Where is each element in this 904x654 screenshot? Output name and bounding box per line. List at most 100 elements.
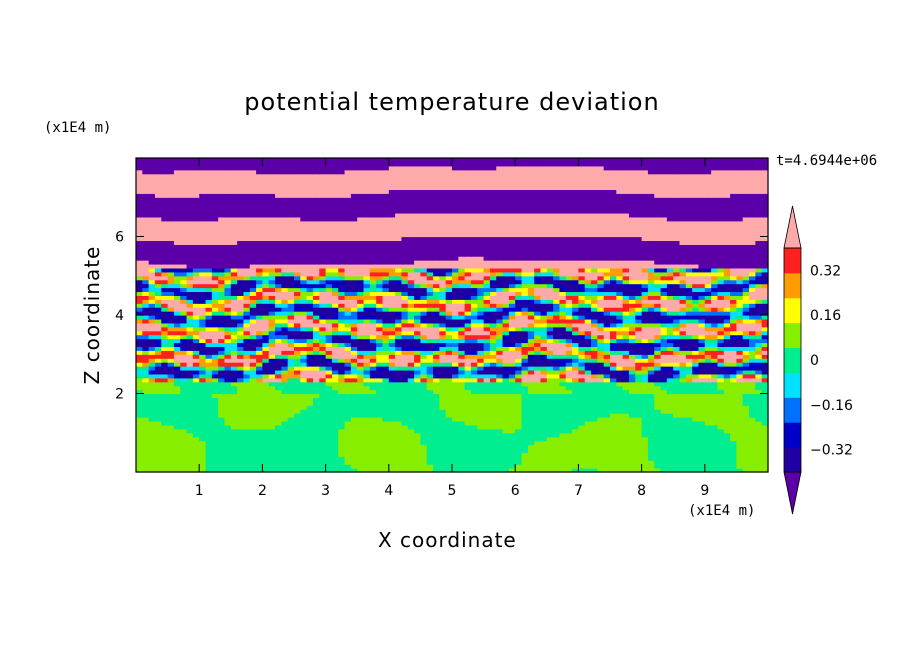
heatmap-cell	[249, 362, 257, 367]
heatmap-cell	[363, 456, 371, 461]
heatmap-cell	[230, 413, 238, 418]
heatmap-cell	[224, 440, 232, 446]
heatmap-cell	[148, 373, 156, 379]
heatmap-cell	[584, 456, 592, 461]
heatmap-cell	[673, 311, 681, 316]
heatmap-cell	[275, 436, 282, 442]
heatmap-cell	[319, 318, 327, 324]
heatmap-cell	[445, 362, 453, 367]
heatmap-cell	[344, 409, 352, 414]
heatmap-cell	[591, 460, 598, 465]
heatmap-cell	[685, 420, 693, 426]
heatmap-cell	[262, 334, 270, 340]
heatmap-cell	[306, 307, 314, 312]
heatmap-cell	[546, 311, 554, 316]
heatmap-cell	[173, 373, 181, 379]
heatmap-cell	[452, 362, 459, 367]
heatmap-cell	[256, 401, 263, 406]
heatmap-cell	[376, 381, 384, 387]
heatmap-cell	[654, 322, 662, 328]
heatmap-cell	[344, 295, 352, 300]
heatmap-cell	[578, 275, 586, 281]
heatmap-cell	[180, 275, 188, 281]
heatmap-cell	[660, 420, 668, 426]
heatmap-cell	[711, 315, 719, 320]
heatmap-cell	[230, 303, 238, 308]
heatmap-cell	[199, 322, 207, 328]
heatmap-cell	[477, 303, 485, 308]
heatmap-cell	[186, 362, 194, 367]
heatmap-cell	[641, 381, 649, 387]
heatmap-cell	[401, 424, 409, 430]
heatmap-cell	[458, 444, 466, 450]
heatmap-cell	[546, 303, 554, 308]
heatmap-cell	[502, 448, 510, 453]
heatmap-cell	[584, 460, 592, 465]
heatmap-cell	[692, 318, 700, 324]
heatmap-cell	[433, 369, 440, 375]
heatmap-cell	[546, 377, 554, 383]
heatmap-cell	[692, 291, 700, 296]
heatmap-cell	[388, 330, 396, 336]
heatmap-cell	[452, 358, 459, 363]
heatmap-cell	[262, 283, 270, 289]
heatmap-cell	[401, 315, 409, 320]
heatmap-cell	[338, 432, 346, 438]
heatmap-cell	[679, 452, 687, 457]
heatmap-cell	[287, 413, 295, 418]
heatmap-cell	[407, 464, 415, 469]
heatmap-cell	[647, 318, 655, 324]
heatmap-cell	[363, 397, 371, 402]
heatmap-cell	[426, 299, 434, 304]
heatmap-cell	[325, 381, 333, 387]
heatmap-cell	[401, 452, 409, 457]
heatmap-cell	[723, 358, 731, 363]
heatmap-cell	[584, 362, 592, 367]
heatmap-cell	[281, 444, 289, 450]
heatmap-cell	[224, 354, 232, 359]
heatmap-cell	[730, 409, 737, 414]
heatmap-cell	[679, 409, 687, 414]
heatmap-cell	[243, 377, 251, 383]
heatmap-cell	[660, 338, 668, 344]
heatmap-cell	[344, 326, 352, 332]
heatmap-cell	[723, 468, 731, 473]
heatmap-cell	[572, 295, 579, 300]
heatmap-cell	[496, 366, 504, 371]
heatmap-cell	[382, 464, 390, 469]
heatmap-cell	[597, 432, 605, 438]
heatmap-cell	[205, 405, 213, 410]
heatmap-cell	[414, 299, 421, 304]
heatmap-cell	[256, 456, 263, 461]
heatmap-cell	[489, 424, 497, 430]
heatmap-cell	[192, 354, 200, 359]
heatmap-cell	[268, 369, 276, 375]
heatmap-cell	[376, 397, 384, 402]
heatmap-cell	[470, 369, 478, 375]
heatmap-cell	[496, 295, 504, 300]
heatmap-cell	[331, 385, 339, 391]
heatmap-cell	[470, 350, 478, 355]
heatmap-cell	[578, 287, 586, 293]
heatmap-cell	[142, 424, 150, 430]
heatmap-cell	[357, 358, 365, 363]
heatmap-cell	[395, 350, 403, 355]
heatmap-cell	[597, 381, 605, 387]
heatmap-cell	[654, 362, 662, 367]
heatmap-cell	[275, 326, 282, 332]
heatmap-cell	[540, 389, 548, 395]
heatmap-cell	[730, 354, 737, 359]
heatmap-cell	[698, 436, 706, 442]
heatmap-cell	[445, 366, 453, 371]
heatmap-cell	[439, 464, 447, 469]
heatmap-cell	[243, 358, 251, 363]
heatmap-cell	[603, 299, 611, 304]
heatmap-cell	[565, 346, 573, 351]
heatmap-cell	[306, 303, 314, 308]
heatmap-cell	[616, 397, 624, 402]
heatmap-cell	[616, 464, 624, 469]
heatmap-cell	[666, 342, 674, 347]
heatmap-cell	[331, 417, 339, 422]
heatmap-cell	[433, 322, 440, 328]
heatmap-cell	[325, 448, 333, 453]
